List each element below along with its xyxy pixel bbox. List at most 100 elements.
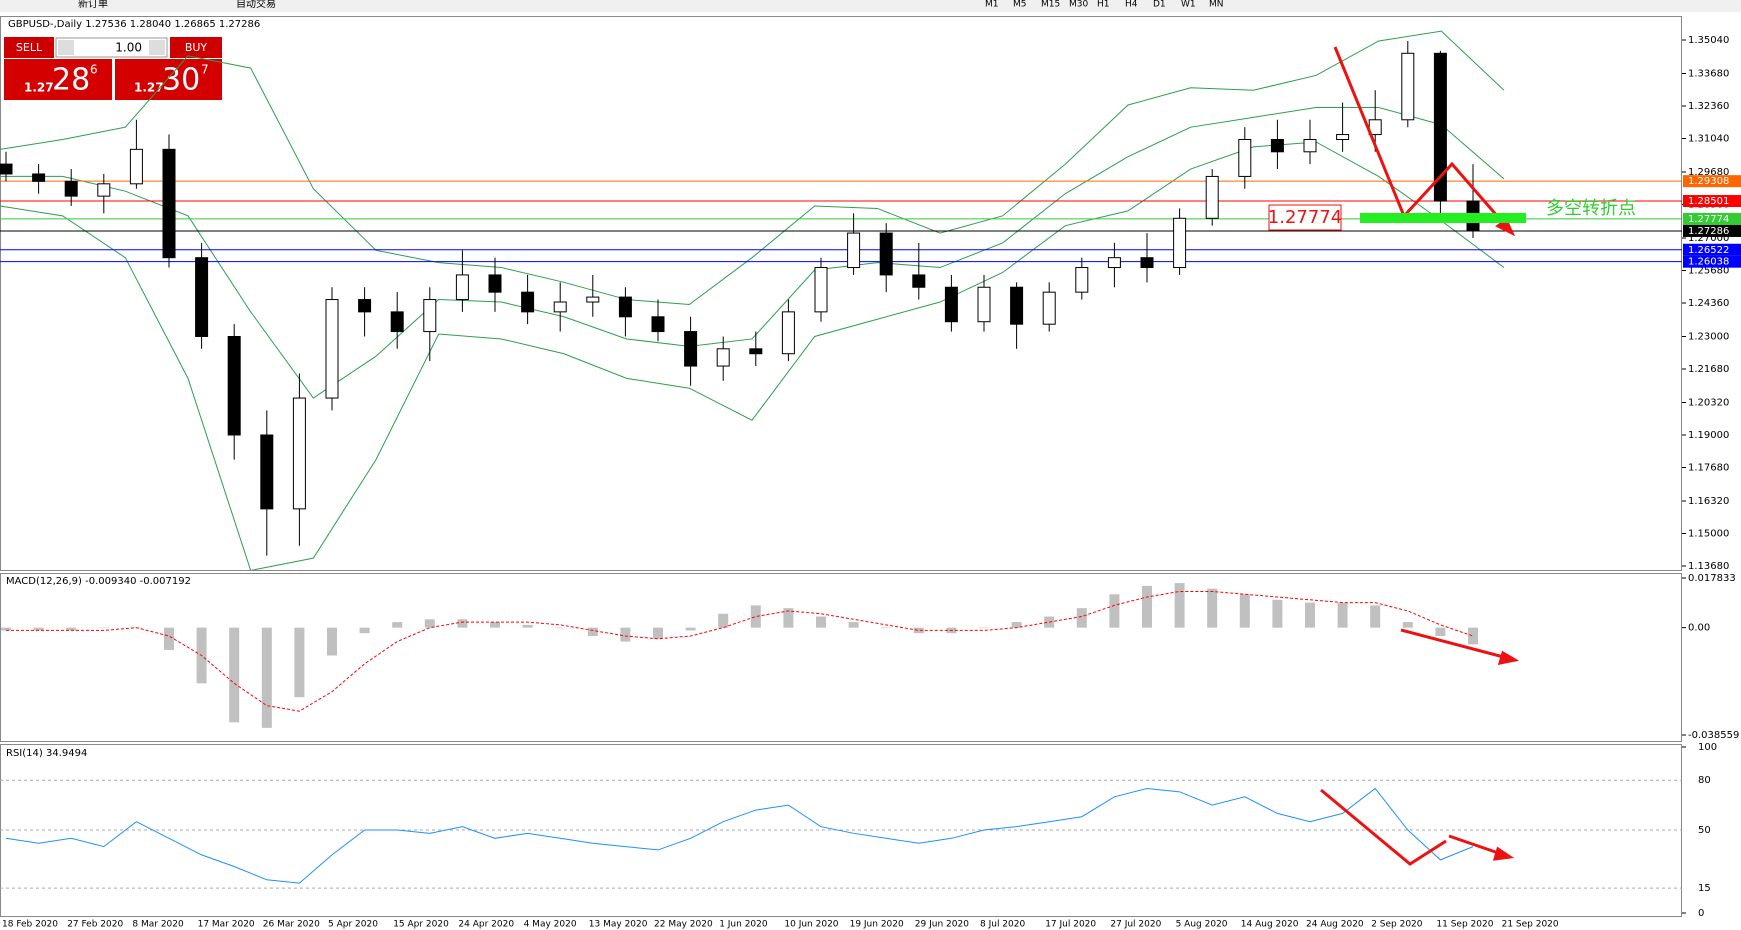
candle-body — [0, 163, 13, 175]
level-box — [1268, 204, 1342, 231]
macd-bar — [392, 622, 403, 628]
macd-bar — [1, 627, 11, 631]
candle-body — [162, 148, 176, 259]
candle-body — [847, 232, 861, 269]
macd-bar — [1468, 627, 1478, 645]
date-label: 8 Mar 2020 — [132, 920, 184, 930]
candle-body — [1173, 217, 1187, 269]
macd-bar — [261, 627, 272, 728]
ask-big-figure: 1.27 — [134, 81, 164, 95]
y-tick-label: -0.038559 — [1688, 730, 1739, 741]
bid-pips: 28 — [52, 63, 90, 98]
lot-value[interactable]: 1.00 — [115, 41, 142, 55]
arrow-head — [1497, 650, 1520, 665]
macd-title: MACD(12,26,9) -0.009340 -0.007192 — [6, 576, 191, 587]
candle-body — [195, 257, 209, 337]
macd-bar — [685, 627, 696, 631]
price-level-tag — [1683, 255, 1741, 268]
price-arrow — [1333, 46, 1514, 234]
level-label: 1.27774 — [1268, 207, 1342, 228]
date-label: 15 Apr 2020 — [393, 920, 449, 930]
candle-body — [358, 299, 372, 313]
y-tick-label: 80 — [1698, 775, 1711, 786]
macd-bar — [1076, 608, 1087, 628]
timeframe-button[interactable]: M30 — [1069, 0, 1088, 10]
y-tick-label: 1.23000 — [1688, 331, 1729, 342]
y-tick-label: 0.00 — [1688, 623, 1710, 634]
y-tick-label: 1.20320 — [1688, 397, 1729, 408]
date-label: 5 Apr 2020 — [328, 920, 378, 930]
trend-arrows — [1320, 46, 1520, 866]
buy-label[interactable]: BUY — [185, 41, 208, 54]
macd-bar — [229, 627, 240, 723]
price-level-label: 1.27774 — [1688, 214, 1729, 225]
candle-body — [292, 397, 306, 510]
y-tick-label: 1.27000 — [1688, 233, 1729, 244]
macd-bar — [979, 627, 989, 629]
macd-bar — [653, 627, 663, 639]
timeframe-button[interactable]: H4 — [1125, 0, 1138, 10]
rsi-plot — [5, 787, 1474, 884]
candle-body — [618, 296, 632, 318]
sell-button[interactable] — [4, 37, 54, 58]
macd-bar — [1109, 594, 1120, 628]
date-label: 10 Jun 2020 — [784, 920, 838, 930]
macd-bar — [555, 627, 566, 629]
candle-body — [325, 299, 339, 399]
macd-bar — [1239, 594, 1250, 628]
macd-panel — [0, 573, 1682, 742]
bid-big-figure: 1.27 — [24, 81, 54, 95]
candle-body — [390, 311, 404, 333]
date-label: 2 Sep 2020 — [1371, 920, 1423, 930]
date-label: 13 May 2020 — [589, 920, 648, 930]
lot-up[interactable] — [149, 40, 165, 55]
chart-title: GBPUSD-,Daily 1.27536 1.28040 1.26865 1.… — [8, 19, 260, 30]
date-label: 24 Aug 2020 — [1306, 920, 1364, 930]
candle-body — [879, 232, 893, 276]
macd-bar — [424, 619, 435, 628]
macd-bar — [1272, 599, 1283, 628]
buy-button[interactable] — [170, 37, 222, 58]
macd-bar — [490, 622, 500, 628]
timeframe-button[interactable]: M1 — [985, 0, 999, 10]
date-label: 17 Jul 2020 — [1045, 920, 1096, 930]
y-tick-label: 1.33680 — [1688, 68, 1729, 79]
bid-point: 6 — [90, 63, 98, 77]
bid-box[interactable] — [4, 59, 112, 100]
macd-bar — [327, 627, 337, 656]
candle-body — [1107, 257, 1121, 269]
macd-bar — [1207, 588, 1218, 628]
date-label: 24 Apr 2020 — [458, 920, 514, 930]
date-label: 4 May 2020 — [524, 920, 577, 930]
candle-body — [1303, 138, 1317, 153]
toolbar-button: 自动交易 — [236, 0, 276, 10]
timeframe-button[interactable]: H1 — [1097, 0, 1110, 10]
rsi-arrow — [1320, 788, 1447, 866]
macd-bar — [33, 627, 44, 631]
candle-body — [716, 348, 730, 367]
timeframe-button[interactable]: W1 — [1181, 0, 1196, 10]
macd-arrow — [1400, 628, 1516, 662]
y-tick-label: 1.31040 — [1688, 134, 1729, 145]
candle-body — [64, 180, 78, 197]
macd-bar — [522, 624, 533, 628]
timeframe-button[interactable]: M5 — [1013, 0, 1027, 10]
timeframe-button[interactable]: D1 — [1153, 0, 1166, 10]
rsi-title: RSI(14) 34.9494 — [6, 748, 87, 759]
sell-label[interactable]: SELL — [16, 41, 43, 54]
y-tick-label: 0.017833 — [1688, 573, 1736, 584]
macd-bar — [1142, 585, 1152, 628]
lot-input[interactable] — [55, 37, 168, 58]
macd-bar — [587, 627, 598, 637]
y-tick-label: 50 — [1698, 825, 1711, 836]
y-tick-label: 15 — [1698, 883, 1711, 894]
ask-box[interactable] — [115, 59, 222, 100]
timeframe-button[interactable]: MN — [1209, 0, 1224, 10]
y-tick-label: 1.21680 — [1688, 364, 1729, 375]
candle-body — [781, 311, 795, 355]
price-level-label: 1.26522 — [1688, 245, 1729, 256]
date-label: 26 Mar 2020 — [263, 920, 320, 930]
macd-bar — [1011, 622, 1022, 628]
timeframe-button[interactable]: M15 — [1041, 0, 1060, 10]
lot-down[interactable] — [58, 40, 74, 55]
